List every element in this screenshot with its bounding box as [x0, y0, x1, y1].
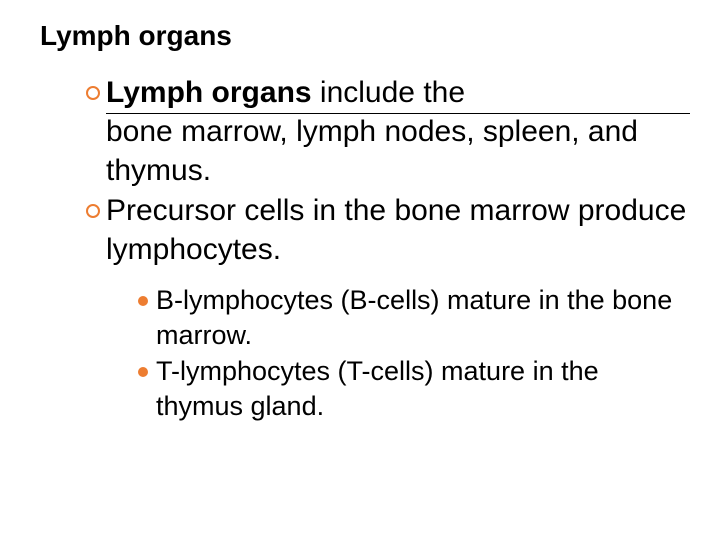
rest-line1: include the [312, 76, 465, 109]
bold-lead: Lymph organs [106, 76, 312, 109]
level1-item: Precursor cells in the bone marrow produ… [86, 192, 690, 269]
rest-lines: bone marrow, lymph nodes, spleen, and th… [106, 115, 638, 186]
underline-line: Lymph organs include the [106, 74, 690, 114]
solid-circle-icon [138, 367, 148, 377]
open-circle-icon [86, 204, 100, 218]
solid-circle-icon [138, 296, 148, 306]
slide-title: Lymph organs [40, 20, 690, 52]
level1-list: Lymph organs include the bone marrow, ly… [86, 74, 690, 269]
open-circle-icon [86, 86, 100, 100]
level1-item: Lymph organs include the bone marrow, ly… [86, 74, 690, 190]
level2-item: T-lymphocytes (T-cells) mature in the th… [138, 354, 690, 423]
level2-text: B-lymphocytes (B-cells) mature in the bo… [156, 283, 690, 352]
level1-text: Precursor cells in the bone marrow produ… [106, 192, 690, 269]
level2-item: B-lymphocytes (B-cells) mature in the bo… [138, 283, 690, 352]
level2-text: T-lymphocytes (T-cells) mature in the th… [156, 354, 690, 423]
level2-list: B-lymphocytes (B-cells) mature in the bo… [138, 283, 690, 423]
level1-text: Lymph organs include the bone marrow, ly… [106, 74, 690, 190]
